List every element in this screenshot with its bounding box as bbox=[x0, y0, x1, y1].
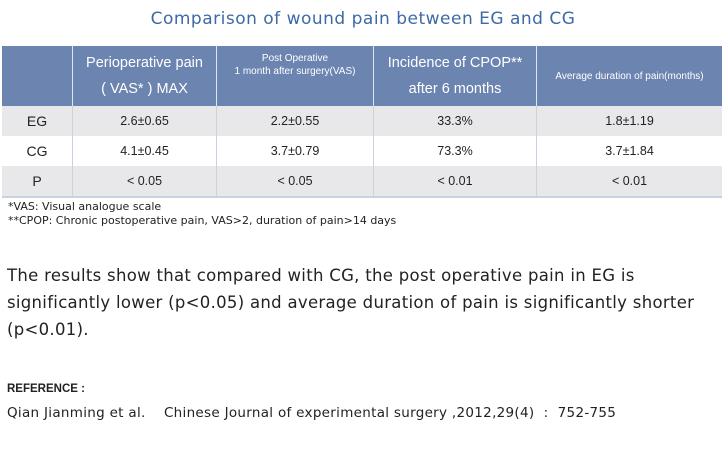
table-cell: < 0.05 bbox=[216, 166, 374, 198]
header-cpop: Incidence of CPOP** after 6 months bbox=[373, 46, 537, 106]
table-cell: 4.1±0.45 bbox=[72, 136, 217, 166]
footnote-cpop: **CPOP: Chronic postoperative pain, VAS>… bbox=[8, 214, 397, 227]
row-label: EG bbox=[2, 106, 73, 136]
table-cell: < 0.01 bbox=[536, 166, 722, 198]
table-row: CG 4.1±0.45 3.7±0.79 73.3% 3.7±1.84 bbox=[2, 136, 722, 166]
table-cell: < 0.01 bbox=[373, 166, 537, 198]
table-cell: 3.7±1.84 bbox=[536, 136, 722, 166]
header-line: Perioperative pain bbox=[86, 55, 203, 71]
reference-label: REFERENCE : bbox=[7, 383, 85, 395]
table-cell: 3.7±0.79 bbox=[216, 136, 374, 166]
header-line: 1 month after surgery(VAS) bbox=[234, 66, 356, 77]
comparison-table: Perioperative pain ( VAS* ) MAX Post Oper… bbox=[2, 46, 722, 198]
header-duration: Average duration of pain(months) bbox=[536, 46, 722, 106]
header-line: Incidence of CPOP** bbox=[387, 55, 523, 71]
table-cell: 2.6±0.65 bbox=[72, 106, 217, 136]
table-row: EG 2.6±0.65 2.2±0.55 33.3% 1.8±1.19 bbox=[2, 106, 722, 136]
header-line: Average duration of pain(months) bbox=[555, 70, 704, 82]
header-line: after 6 months bbox=[408, 81, 502, 97]
table-header-row: Perioperative pain ( VAS* ) MAX Post Oper… bbox=[2, 46, 722, 106]
table-cell: 1.8±1.19 bbox=[536, 106, 722, 136]
table-cell: 33.3% bbox=[373, 106, 537, 136]
header-empty bbox=[2, 46, 73, 106]
header-perioperative: Perioperative pain ( VAS* ) MAX bbox=[72, 46, 217, 106]
row-label: P bbox=[2, 166, 73, 198]
footnote-vas: *VAS: Visual analogue scale bbox=[8, 200, 162, 213]
table-cell: 73.3% bbox=[373, 136, 537, 166]
citation: Qian Jianming et al. Chinese Journal of … bbox=[7, 405, 617, 421]
page-title: Comparison of wound pain between EG and … bbox=[150, 9, 576, 29]
header-line: Post Operative bbox=[261, 53, 329, 64]
row-label: CG bbox=[2, 136, 73, 166]
table-row: P < 0.05 < 0.05 < 0.01 < 0.01 bbox=[2, 166, 722, 198]
header-post-operative: Post Operative 1 month after surgery(VAS) bbox=[216, 46, 374, 106]
header-line: ( VAS* ) MAX bbox=[101, 81, 188, 97]
table-cell: 2.2±0.55 bbox=[216, 106, 374, 136]
results-paragraph: The results show that compared with CG, … bbox=[7, 266, 695, 339]
table-cell: < 0.05 bbox=[72, 166, 217, 198]
